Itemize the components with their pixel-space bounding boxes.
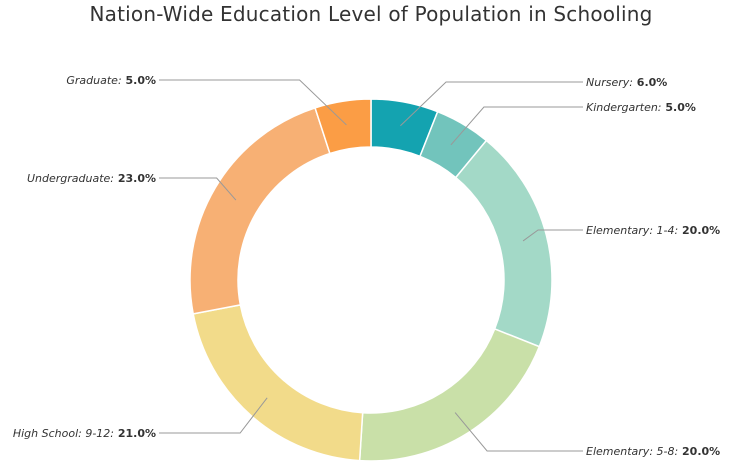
slice-high-school-9-12 (192, 304, 364, 462)
slice-undergraduate (189, 106, 331, 315)
leader-line-elementary-1-4 (522, 229, 583, 242)
data-label-high-school-9-12: High School: 9-12: 21.0% (13, 427, 156, 440)
data-label-nursery: Nursery: 6.0% (586, 76, 667, 89)
data-label-kindergarten: Kindergarten: 5.0% (586, 101, 696, 114)
data-label-undergraduate: Undergraduate: 23.0% (27, 172, 156, 185)
leader-line-high-school-9-12 (159, 397, 268, 434)
data-label-graduate: Graduate: 5.0% (66, 74, 156, 87)
slice-elementary-5-8 (358, 327, 541, 462)
leader-line-nursery (400, 81, 583, 127)
leader-line-elementary-5-8 (454, 412, 583, 452)
data-label-elementary-5-8: Elementary: 5-8: 20.0% (586, 445, 720, 458)
data-label-elementary-1-4: Elementary: 1-4: 20.0% (586, 224, 720, 237)
slice-graduate (314, 98, 372, 155)
slice-elementary-1-4 (454, 139, 553, 348)
leader-line-kindergarten (450, 106, 583, 146)
chart-title: Nation-Wide Education Level of Populatio… (89, 2, 653, 26)
leader-line-graduate (159, 79, 347, 126)
leader-line-undergraduate (159, 177, 237, 201)
